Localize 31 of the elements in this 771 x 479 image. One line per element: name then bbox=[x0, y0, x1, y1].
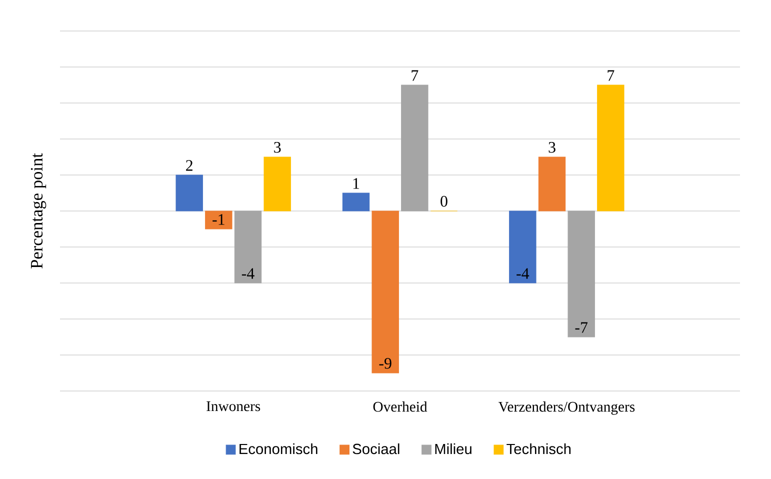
bar bbox=[568, 210, 595, 338]
legend-label: Technisch bbox=[506, 443, 571, 454]
data-label: -9 bbox=[379, 358, 392, 369]
bar bbox=[509, 210, 536, 284]
data-label: 7 bbox=[412, 70, 418, 81]
data-label: -7 bbox=[575, 322, 588, 333]
data-label: 7 bbox=[608, 70, 614, 81]
x-tick-label: Inwoners bbox=[206, 401, 260, 412]
data-label: 3 bbox=[274, 142, 281, 153]
legend-label: Economisch bbox=[240, 443, 318, 454]
x-tick-label: Verzenders/Ontvangers bbox=[498, 401, 635, 415]
data-label: 0 bbox=[440, 196, 448, 207]
bar bbox=[372, 210, 399, 374]
bar bbox=[176, 174, 203, 212]
bar bbox=[264, 156, 291, 212]
bar bbox=[342, 192, 370, 212]
x-tick-label: Overheid bbox=[373, 401, 428, 412]
bar bbox=[538, 156, 566, 212]
bar bbox=[234, 210, 262, 284]
bar bbox=[401, 84, 428, 212]
y-axis-title: Percentage point bbox=[30, 153, 46, 268]
bar bbox=[205, 210, 232, 230]
data-label: 1 bbox=[353, 178, 360, 189]
legend-label: Milieu bbox=[435, 443, 472, 454]
legend-label: Sociaal bbox=[352, 443, 400, 454]
data-label: -1 bbox=[212, 214, 224, 225]
data-label: -4 bbox=[242, 268, 254, 279]
data-label: 3 bbox=[548, 142, 556, 153]
bar bbox=[597, 84, 624, 212]
data-label: -4 bbox=[516, 268, 530, 279]
data-label: 2 bbox=[186, 160, 192, 171]
